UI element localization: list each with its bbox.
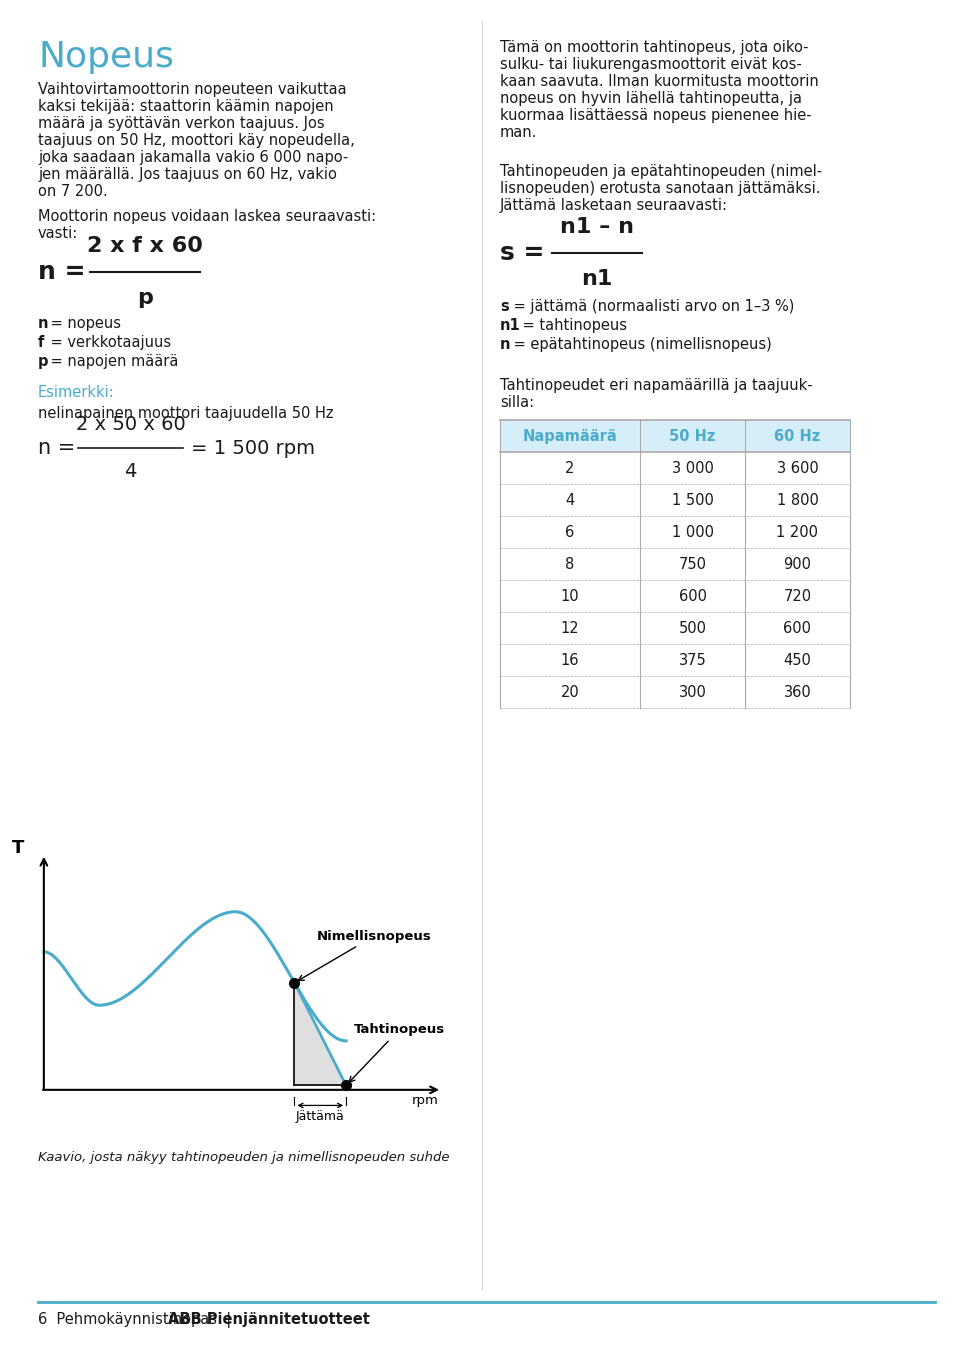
Text: vasti:: vasti:: [38, 226, 79, 241]
Text: lisnopeuden) erotusta sanotaan jättämäksi.: lisnopeuden) erotusta sanotaan jättämäks…: [500, 181, 821, 196]
Bar: [500, 421, 850, 452]
Text: 2 x 50 x 60: 2 x 50 x 60: [76, 415, 185, 434]
Text: nopeus on hyvin lähellä tahtinopeutta, ja: nopeus on hyvin lähellä tahtinopeutta, j…: [500, 90, 802, 105]
Text: 2: 2: [565, 460, 575, 475]
Text: = jättämä (normaalisti arvo on 1–3 %): = jättämä (normaalisti arvo on 1–3 %): [509, 299, 794, 314]
Text: 6  Pehmokäynnistinopas  |: 6 Pehmokäynnistinopas |: [38, 1312, 231, 1328]
Text: Jättämä lasketaan seuraavasti:: Jättämä lasketaan seuraavasti:: [500, 199, 728, 212]
Text: = verkkotaajuus: = verkkotaajuus: [46, 336, 172, 349]
Text: 1 500: 1 500: [672, 492, 713, 507]
Text: f: f: [38, 336, 44, 349]
Text: p: p: [137, 288, 153, 308]
Text: 4: 4: [565, 492, 575, 507]
Text: Napamäärä: Napamäärä: [522, 429, 617, 444]
Text: silla:: silla:: [500, 395, 534, 410]
Text: Moottorin nopeus voidaan laskea seuraavasti:: Moottorin nopeus voidaan laskea seuraava…: [38, 210, 376, 225]
Text: 450: 450: [783, 652, 811, 667]
Text: 1 000: 1 000: [671, 525, 713, 540]
Text: on 7 200.: on 7 200.: [38, 184, 108, 199]
Text: 16: 16: [561, 652, 579, 667]
Text: nelinapainen moottori taajuudella 50 Hz: nelinapainen moottori taajuudella 50 Hz: [38, 406, 333, 421]
Text: 6: 6: [565, 525, 575, 540]
Text: Kaavio, josta näkyy tahtinopeuden ja nimellisnopeuden suhde: Kaavio, josta näkyy tahtinopeuden ja nim…: [38, 1151, 449, 1163]
Text: = tahtinopeus: = tahtinopeus: [518, 318, 627, 333]
Text: Nopeus: Nopeus: [38, 40, 174, 74]
Text: 500: 500: [679, 621, 707, 636]
Text: n1 – n: n1 – n: [560, 216, 634, 237]
Text: 900: 900: [783, 556, 811, 571]
Text: n: n: [38, 316, 49, 332]
Text: kaksi tekijää: staattorin käämin napojen: kaksi tekijää: staattorin käämin napojen: [38, 99, 334, 114]
Text: 375: 375: [679, 652, 707, 667]
Text: 10: 10: [561, 589, 579, 604]
Text: taajuus on 50 Hz, moottori käy nopeudella,: taajuus on 50 Hz, moottori käy nopeudell…: [38, 133, 355, 148]
Text: 360: 360: [783, 685, 811, 700]
Text: = napojen määrä: = napojen määrä: [46, 353, 179, 369]
Polygon shape: [295, 982, 346, 1085]
Text: rpm: rpm: [411, 1095, 438, 1107]
Text: 60 Hz: 60 Hz: [775, 429, 821, 444]
Text: 300: 300: [679, 685, 707, 700]
Text: sulku- tai liukurengasmoottorit eivät kos-: sulku- tai liukurengasmoottorit eivät ko…: [500, 58, 802, 73]
Text: n1: n1: [500, 318, 520, 333]
Text: Tahtinopeus: Tahtinopeus: [349, 1023, 444, 1082]
Text: = epätahtinopeus (nimellisnopeus): = epätahtinopeus (nimellisnopeus): [509, 337, 772, 352]
Text: Nimellisnopeus: Nimellisnopeus: [299, 930, 431, 981]
Text: 1 800: 1 800: [777, 492, 819, 507]
Text: p: p: [38, 353, 49, 369]
Text: n1: n1: [582, 269, 612, 289]
Text: man.: man.: [500, 125, 538, 140]
Text: jen määrällä. Jos taajuus on 60 Hz, vakio: jen määrällä. Jos taajuus on 60 Hz, vaki…: [38, 167, 337, 182]
Text: 600: 600: [783, 621, 811, 636]
Text: n =: n =: [38, 438, 76, 458]
Text: 20: 20: [561, 685, 580, 700]
Text: ABB Pienjännitetuotteet: ABB Pienjännitetuotteet: [168, 1312, 370, 1328]
Text: Vaihtovirtamoottorin nopeuteen vaikuttaa: Vaihtovirtamoottorin nopeuteen vaikuttaa: [38, 82, 347, 97]
Text: n =: n =: [38, 260, 85, 284]
Text: T: T: [12, 838, 24, 856]
Text: 8: 8: [565, 556, 575, 571]
Text: = nopeus: = nopeus: [46, 316, 122, 332]
Text: 600: 600: [679, 589, 707, 604]
Text: joka saadaan jakamalla vakio 6 000 napo-: joka saadaan jakamalla vakio 6 000 napo-: [38, 149, 348, 164]
Text: s: s: [500, 299, 509, 314]
Text: kaan saavuta. Ilman kuormitusta moottorin: kaan saavuta. Ilman kuormitusta moottori…: [500, 74, 819, 89]
Text: Esimerkki:: Esimerkki:: [38, 385, 115, 400]
Text: 1 200: 1 200: [777, 525, 819, 540]
Text: Tahtinopeuden ja epätahtinopeuden (nimel-: Tahtinopeuden ja epätahtinopeuden (nimel…: [500, 164, 822, 179]
Text: 50 Hz: 50 Hz: [669, 429, 716, 444]
Text: 3 000: 3 000: [672, 460, 713, 475]
Text: = 1 500 rpm: = 1 500 rpm: [191, 438, 315, 458]
Text: 12: 12: [561, 621, 579, 636]
Text: 750: 750: [679, 556, 707, 571]
Text: Jättämä: Jättämä: [296, 1110, 345, 1123]
Text: 2 x f x 60: 2 x f x 60: [87, 236, 203, 256]
Text: n: n: [500, 337, 511, 352]
Text: kuormaa lisättäessä nopeus pienenee hie-: kuormaa lisättäessä nopeus pienenee hie-: [500, 108, 811, 123]
Text: 3 600: 3 600: [777, 460, 818, 475]
Text: Tahtinopeudet eri napamäärillä ja taajuuk-: Tahtinopeudet eri napamäärillä ja taajuu…: [500, 378, 812, 393]
Text: 4: 4: [124, 462, 136, 481]
Text: määrä ja syöttävän verkon taajuus. Jos: määrä ja syöttävän verkon taajuus. Jos: [38, 116, 324, 132]
Text: Tämä on moottorin tahtinopeus, jota oiko-: Tämä on moottorin tahtinopeus, jota oiko…: [500, 40, 808, 55]
Text: 720: 720: [783, 589, 811, 604]
Text: s =: s =: [500, 241, 544, 264]
